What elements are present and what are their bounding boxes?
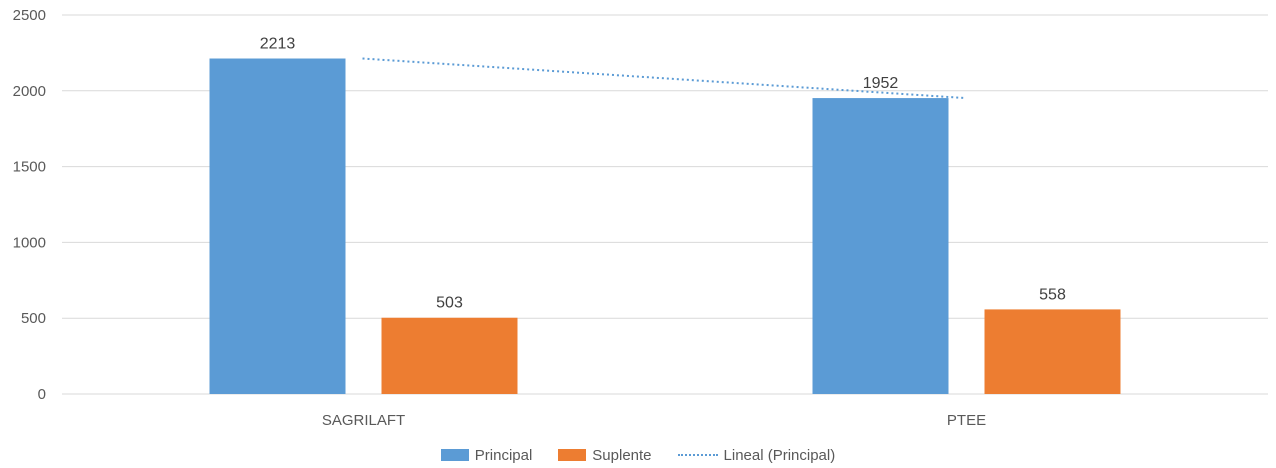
y-tick-label: 1000 [13,234,46,251]
y-tick-label: 2500 [13,7,46,24]
bar-suplente-sagrilaft [381,317,518,394]
trendline [362,57,966,100]
x-axis: SAGRILAFT PTEE [322,412,986,429]
legend-swatch-suplente [558,449,587,461]
data-label: 558 [1039,286,1066,303]
legend-swatch-trendline [677,454,718,456]
legend-item-trendline: Lineal (Principal) [677,446,836,464]
data-labels: 2213 503 1952 558 [260,36,1066,312]
x-tick-label: SAGRILAFT [322,412,405,429]
legend-swatch-principal [440,449,469,461]
legend: Principal Suplente Lineal (Principal) [0,442,1276,468]
legend-label-suplente: Suplente [592,446,652,464]
y-tick-label: 1500 [13,159,46,176]
bar-principal-ptee [812,98,949,395]
legend-label-trendline: Lineal (Principal) [723,446,836,464]
y-tick-label: 0 [38,386,46,403]
y-tick-label: 2000 [13,83,46,100]
legend-label-principal: Principal [474,446,533,464]
bar-suplente-ptee [984,309,1121,394]
bar-chart: 0 500 1000 1500 2000 2500 2213 503 1952 558 SAGR… [13,7,1268,429]
bars [209,58,1121,395]
data-label: 2213 [260,36,296,53]
y-tick-label: 500 [21,310,46,327]
data-label: 503 [436,295,463,312]
x-tick-label: PTEE [947,412,986,429]
legend-item-suplente: Suplente [558,446,652,464]
trendline-principal [362,57,966,100]
bar-principal-sagrilaft [209,58,346,394]
legend-item-principal: Principal [440,446,533,464]
y-axis: 0 500 1000 1500 2000 2500 [13,7,46,403]
data-label: 1952 [863,75,899,92]
